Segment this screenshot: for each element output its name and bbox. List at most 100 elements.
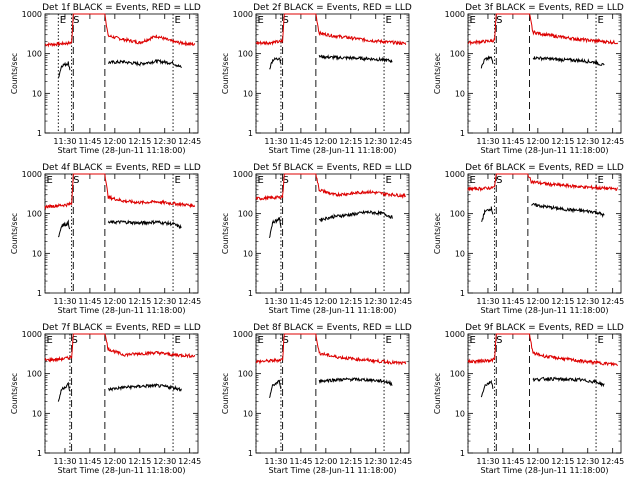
marker-label: E [47, 335, 53, 346]
x-tick-label: 12:15 [128, 457, 151, 466]
x-tick-label: 11:45 [289, 297, 312, 306]
x-tick-label: 12:15 [551, 457, 574, 466]
series-events [58, 58, 182, 78]
panel-title: Det 4f BLACK = Events, RED = LLD [42, 163, 201, 173]
x-axis-label: Start Time (28-Jun-11 11:18:00) [269, 306, 397, 315]
x-tick-label: 12:15 [339, 137, 362, 146]
x-tick-label: 11:45 [501, 137, 524, 146]
marker-label: S [282, 335, 288, 346]
marker-label: E [258, 335, 264, 346]
y-tick-label: 1000 [445, 330, 465, 339]
x-axis-label: Start Time (28-Jun-11 11:18:00) [481, 466, 609, 475]
x-tick-label: 12:00 [103, 297, 126, 306]
x-tick-label: 11:45 [501, 457, 524, 466]
plot-frame [467, 13, 622, 134]
y-tick-label: 1000 [233, 330, 253, 339]
y-axis-label: Counts/sec [221, 373, 230, 414]
series-events [480, 55, 605, 69]
x-axis-label: Start Time (28-Jun-11 11:18:00) [269, 466, 397, 475]
y-tick-label: 100 [450, 50, 465, 59]
y-axis-label: Counts/sec [433, 373, 442, 414]
x-tick-label: 12:00 [314, 297, 337, 306]
plot-frame [44, 333, 199, 454]
x-tick-label: 11:45 [289, 457, 312, 466]
y-axis-label: Counts/sec [433, 53, 442, 94]
marker-label: S [496, 15, 502, 26]
y-tick-label: 100 [27, 370, 42, 379]
panel-title: Det 6f BLACK = Events, RED = LLD [465, 163, 624, 173]
x-tick-label: 12:15 [551, 297, 574, 306]
x-tick-label: 11:30 [264, 297, 287, 306]
x-tick-label: 12:00 [526, 457, 549, 466]
x-tick-label: 11:45 [78, 457, 101, 466]
x-tick-label: 11:30 [476, 457, 499, 466]
y-tick-label: 100 [238, 370, 253, 379]
x-tick-label: 12:45 [178, 297, 201, 306]
plot-frame [44, 13, 199, 134]
y-tick-label: 10 [243, 89, 253, 98]
x-tick-label: 12:30 [153, 457, 176, 466]
plot-frame [255, 13, 410, 134]
plot-frame [255, 173, 410, 294]
x-tick-label: 12:00 [103, 457, 126, 466]
y-tick-label: 1 [37, 289, 42, 298]
y-tick-label: 1000 [22, 170, 42, 179]
x-tick-label: 12:45 [178, 457, 201, 466]
y-tick-label: 1000 [22, 330, 42, 339]
panel-title: Det 7f BLACK = Events, RED = LLD [42, 323, 201, 333]
x-tick-label: 11:30 [53, 457, 76, 466]
x-axis-label: Start Time (28-Jun-11 11:18:00) [58, 466, 186, 475]
marker-label: E [470, 335, 476, 346]
panel-1: Det 1f BLACK = Events, RED = LLD 1 10 100 10… [10, 3, 201, 155]
y-tick-label: 1 [460, 289, 465, 298]
marker-label: E [175, 335, 181, 346]
y-axis-label: Counts/sec [10, 373, 19, 414]
marker-label: E [175, 175, 181, 186]
y-tick-label: 10 [32, 89, 42, 98]
panel-8: Det 8f BLACK = Events, RED = LLD 1 10 100 10… [221, 323, 412, 475]
panel-title: Det 9f BLACK = Events, RED = LLD [465, 323, 624, 333]
y-tick-label: 1 [460, 129, 465, 138]
series-events [480, 376, 605, 398]
y-tick-label: 100 [238, 210, 253, 219]
x-tick-label: 12:45 [178, 137, 201, 146]
x-tick-label: 11:45 [289, 137, 312, 146]
plot-frame [44, 173, 199, 294]
marker-label: S [73, 175, 79, 186]
x-tick-label: 11:45 [78, 297, 101, 306]
panel-2: Det 2f BLACK = Events, RED = LLD 1 10 100 10… [221, 3, 412, 155]
y-tick-label: 10 [455, 249, 465, 258]
x-tick-label: 12:30 [153, 297, 176, 306]
series-lld [467, 333, 618, 367]
x-tick-label: 12:00 [526, 297, 549, 306]
series-lld [467, 13, 619, 46]
y-tick-label: 1000 [445, 10, 465, 19]
plot-frame [467, 173, 622, 294]
panel-title: Det 5f BLACK = Events, RED = LLD [253, 163, 412, 173]
marker-label: E [386, 175, 392, 186]
marker-label: E [598, 175, 604, 186]
y-tick-label: 1000 [233, 170, 253, 179]
panel-6: Det 6f BLACK = Events, RED = LLD 1 10 100 10… [433, 163, 624, 315]
y-tick-label: 1 [248, 449, 253, 458]
x-tick-label: 12:15 [128, 137, 151, 146]
series-lld [255, 13, 407, 46]
x-tick-label: 11:45 [78, 137, 101, 146]
panel-7: Det 7f BLACK = Events, RED = LLD 1 10 100 10… [10, 323, 201, 475]
x-tick-label: 12:45 [389, 457, 412, 466]
panel-title: Det 2f BLACK = Events, RED = LLD [253, 3, 412, 13]
series-lld [255, 173, 406, 202]
y-tick-label: 10 [32, 249, 42, 258]
x-tick-label: 11:45 [501, 297, 524, 306]
series-lld [255, 333, 407, 366]
x-tick-label: 12:00 [314, 457, 337, 466]
marker-label: S [496, 175, 502, 186]
series-lld [467, 173, 619, 192]
x-tick-label: 11:30 [264, 137, 287, 146]
panel-4: Det 4f BLACK = Events, RED = LLD 1 10 100 10… [10, 163, 201, 315]
x-axis-label: Start Time (28-Jun-11 11:18:00) [481, 146, 609, 155]
x-tick-label: 12:45 [389, 297, 412, 306]
series-events [268, 377, 393, 398]
y-tick-label: 1 [460, 449, 465, 458]
